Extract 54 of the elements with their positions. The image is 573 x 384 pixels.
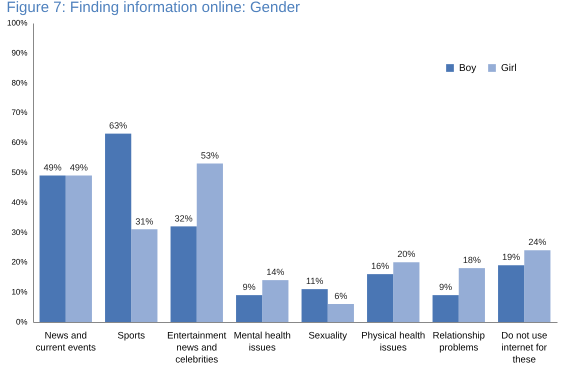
y-tick-label: 70% <box>11 108 28 118</box>
y-tick-label: 100% <box>7 18 28 28</box>
bar <box>302 289 328 322</box>
bar <box>524 250 550 322</box>
data-label: 31% <box>135 216 154 226</box>
y-tick-label: 10% <box>11 288 28 297</box>
y-tick-label: 50% <box>11 168 28 177</box>
bar <box>432 295 459 322</box>
data-label: 9% <box>242 282 256 292</box>
chart-title: Figure 7: Finding information online: Gender <box>6 0 300 16</box>
y-tick-label: 0% <box>16 318 28 326</box>
x-tick-label: News and current events <box>36 330 96 354</box>
data-label: 20% <box>397 249 416 260</box>
data-label: 9% <box>439 282 452 292</box>
data-label: 63% <box>109 120 128 131</box>
bar <box>66 175 92 322</box>
data-label: 6% <box>334 291 348 302</box>
bar <box>40 175 66 322</box>
bar <box>262 280 288 322</box>
x-tick-label: Sexuality <box>308 330 348 342</box>
data-label: 53% <box>200 150 219 161</box>
legend-label: Boy <box>459 63 476 74</box>
data-label: 49% <box>44 162 62 172</box>
y-tick-label: 20% <box>11 258 28 267</box>
y-tick-label: 60% <box>11 138 28 148</box>
bar <box>196 164 223 322</box>
data-label: 32% <box>174 213 193 224</box>
bar <box>498 265 524 322</box>
data-label: 11% <box>306 276 324 286</box>
bar <box>236 295 262 322</box>
legend-label: Girl <box>501 63 517 74</box>
bar <box>458 268 485 322</box>
x-tick-label: Sports <box>118 330 146 342</box>
x-tick-label: Entertainment news and celebrities <box>167 330 227 366</box>
data-label: 18% <box>462 255 481 266</box>
y-tick-label: 30% <box>11 228 28 237</box>
x-tick-label: Mental health issues <box>234 330 291 354</box>
bar <box>170 226 197 322</box>
bar <box>131 229 158 322</box>
y-tick-label: 40% <box>11 198 28 207</box>
data-label: 14% <box>266 267 284 278</box>
data-label: 24% <box>528 237 546 248</box>
bar <box>105 134 132 322</box>
y-tick-label: 80% <box>11 78 28 88</box>
data-label: 19% <box>502 252 520 262</box>
data-label: 16% <box>371 261 390 272</box>
x-tick-label: Relationship problems <box>432 330 485 354</box>
y-tick-label: 90% <box>11 48 28 58</box>
bar <box>367 274 394 322</box>
bar <box>328 304 354 322</box>
x-tick-label: Do not use internet for these <box>501 330 548 366</box>
data-label: 49% <box>70 162 88 172</box>
bar <box>393 262 420 322</box>
x-tick-label: Physical health issues <box>361 330 426 354</box>
